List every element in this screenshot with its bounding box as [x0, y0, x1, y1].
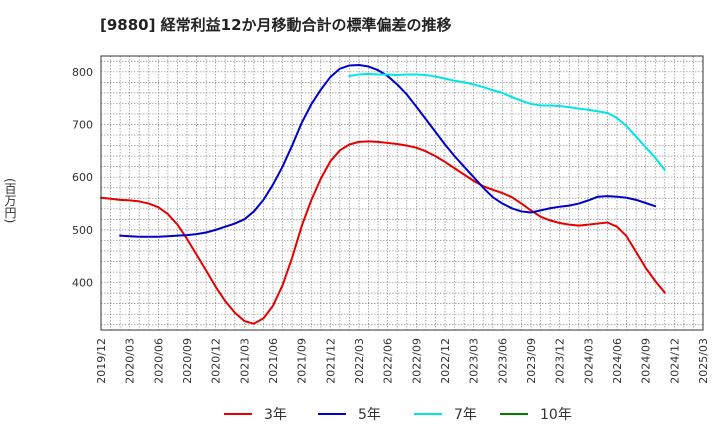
x-tick-label: 2022/06 [382, 338, 395, 384]
series-line [348, 72, 666, 171]
x-tick-label: 2021/03 [238, 338, 251, 384]
legend-label: 10年 [540, 407, 572, 423]
y-tick-label: 600 [72, 171, 93, 184]
y-tick-label: 800 [72, 66, 93, 79]
series-line [100, 140, 666, 325]
x-tick-label: 2020/09 [181, 338, 194, 384]
x-tick-label: 2024/06 [611, 338, 624, 384]
y-tick-label: 500 [72, 224, 93, 237]
x-tick-label: 2019/12 [95, 338, 108, 384]
x-tick-label: 2021/06 [267, 338, 280, 384]
legend-label: 7年 [454, 407, 477, 423]
x-tick-label: 2023/06 [496, 338, 509, 384]
series-line [119, 63, 657, 238]
x-tick-label: 2022/12 [439, 338, 452, 384]
plot-border [100, 55, 704, 331]
x-tick-label: 2022/09 [410, 338, 423, 384]
x-tick-label: 2021/12 [324, 338, 337, 384]
y-axis-label: (百万円) [3, 178, 17, 224]
x-tick-label: 2025/03 [697, 338, 710, 384]
x-tick-label: 2024/12 [668, 338, 681, 384]
x-tick-label: 2022/03 [353, 338, 366, 384]
legend-label: 5年 [358, 407, 381, 423]
x-tick-label: 2024/03 [582, 338, 595, 384]
x-tick-label: 2023/09 [525, 338, 538, 384]
x-tick-label: 2020/12 [210, 338, 223, 384]
x-tick-label: 2020/06 [152, 338, 165, 384]
legend-label: 3年 [264, 407, 287, 423]
y-tick-label: 400 [72, 277, 93, 290]
x-tick-label: 2023/03 [468, 338, 481, 384]
x-tick-label: 2021/09 [296, 338, 309, 384]
y-tick-label: 700 [72, 119, 93, 132]
x-tick-label: 2024/09 [640, 338, 653, 384]
x-tick-label: 2023/12 [554, 338, 567, 384]
plot-area [101, 56, 703, 330]
chart-title: [9880] 経常利益12か月移動合計の標準偏差の推移 [100, 16, 452, 34]
x-tick-label: 2020/03 [124, 338, 137, 384]
